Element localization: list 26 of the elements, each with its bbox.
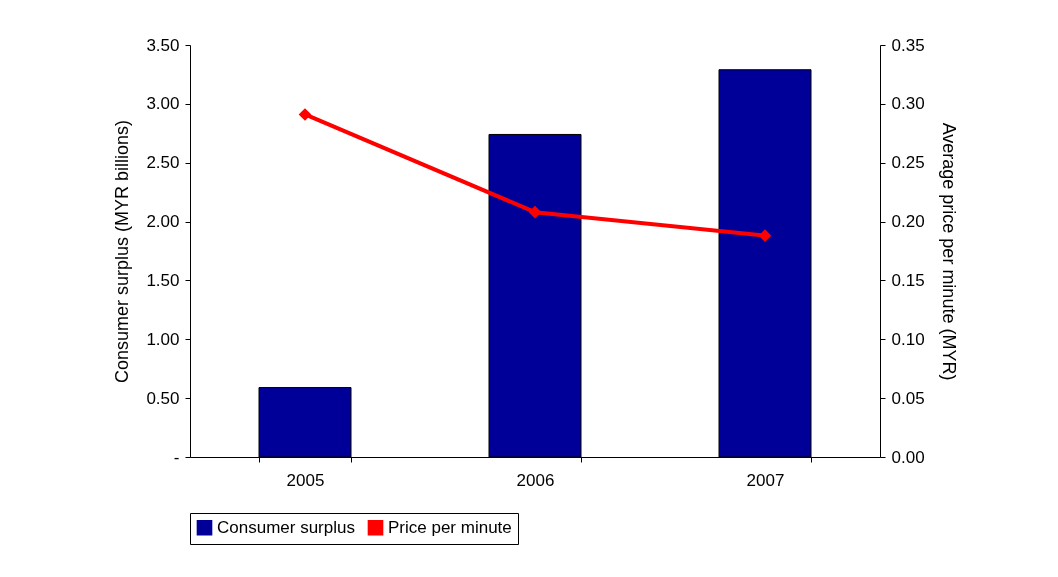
y2-tick-label: 0.35 [891,35,925,55]
point [298,108,312,121]
y2-tick-label: 0.00 [891,447,925,467]
y-tick-label: 2.00 [146,212,180,232]
y2-tick-label: 0.20 [891,212,925,232]
y2-axis-title: Average price per minute (MYR) [938,122,959,381]
y-tick-label: 3.00 [146,94,180,114]
y-tick-label: 1.00 [146,329,180,349]
y-tick-label: 2.50 [146,153,180,173]
y2-tick-label: 0.05 [891,388,925,408]
y2-tick-label: 0.10 [891,329,925,349]
y-tick-label: 3.50 [146,35,180,55]
y-tick-label: 1.50 [146,270,180,290]
x-tick-label: 2006 [516,470,555,490]
y2-tick-label: 0.15 [891,270,925,290]
legend-label: Consumer surplus [217,517,355,537]
y-axis-title: Consumer surplus (MYR billions) [112,119,133,384]
point [528,205,542,219]
y2-tick-label: 0.25 [891,153,925,173]
y-tick-label: 0.50 [146,388,180,408]
x-tick-label: 2005 [286,470,325,490]
x-tick-label: 2007 [746,470,785,490]
y2-tick-label: 0.30 [891,94,925,114]
y-tick-label: - [173,447,180,467]
point [758,229,772,243]
legend-label: Price per minute [388,517,512,537]
